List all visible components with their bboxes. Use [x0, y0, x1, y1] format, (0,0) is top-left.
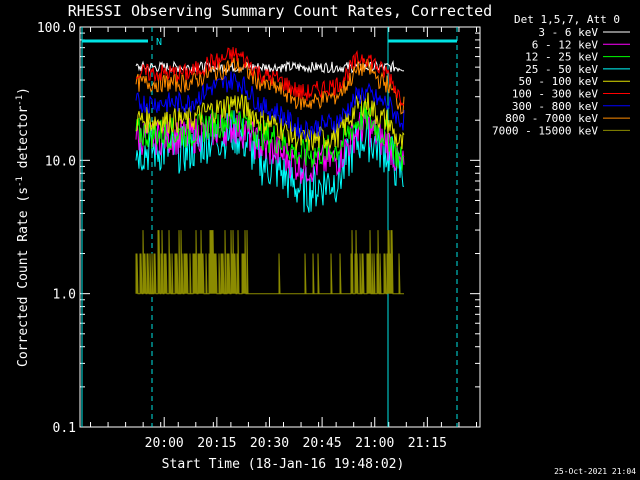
series-line-2: [135, 101, 405, 171]
legend-label: 800 - 7000 keV: [505, 112, 598, 125]
legend-label: 12 - 25 keV: [525, 51, 598, 64]
x-tick-label: 21:15: [408, 436, 447, 451]
x-tick-label: 20:15: [197, 436, 236, 451]
chart-title: RHESSI Observing Summary Count Rates, Co…: [68, 2, 492, 20]
series-line-3: [135, 110, 405, 213]
y-tick-label: 100.0: [37, 21, 76, 36]
legend-label: 50 - 100 keV: [519, 75, 599, 88]
legend-label: 300 - 800 keV: [512, 100, 598, 113]
x-tick-label: 20:45: [303, 436, 342, 451]
y-tick-label: 10.0: [45, 154, 76, 169]
series-line-5: [135, 47, 405, 107]
annotation-marker: N: [156, 37, 162, 48]
plot-frame: [79, 26, 481, 428]
series-group: [135, 47, 405, 295]
x-tick-label: 20:30: [250, 436, 289, 451]
series-line-8: [135, 230, 404, 295]
observing-overlay: N: [81, 27, 458, 427]
legend-label: 3 - 6 keV: [538, 26, 598, 39]
y-tick-label: 1.0: [53, 288, 76, 303]
legend-label: 6 - 12 keV: [532, 38, 599, 51]
legend-label: 7000 - 15000 keV: [492, 124, 598, 137]
footer-date: 25-Oct-2021 21:04: [554, 467, 636, 476]
series-line-7: [135, 57, 405, 115]
x-tick-label: 20:00: [145, 436, 184, 451]
y-tick-labels: 0.1 1.0 10.0 100.0: [37, 21, 76, 436]
x-axis-label: Start Time (18-Jan-16 19:48:02): [162, 457, 405, 472]
x-tick-labels: 20:00 20:15 20:30 20:45 21:00 21:15: [145, 436, 447, 451]
series-line-6: [135, 71, 405, 140]
legend-label: 25 - 50 keV: [525, 63, 598, 76]
x-tick-label: 21:00: [355, 436, 394, 451]
legend-title: Det 1,5,7, Att 0: [514, 13, 620, 26]
legend-label: 100 - 300 keV: [512, 88, 598, 101]
y-tick-label: 0.1: [53, 421, 76, 436]
y-axis-label: Corrected Count Rate (s-1 detector-1): [15, 87, 31, 367]
